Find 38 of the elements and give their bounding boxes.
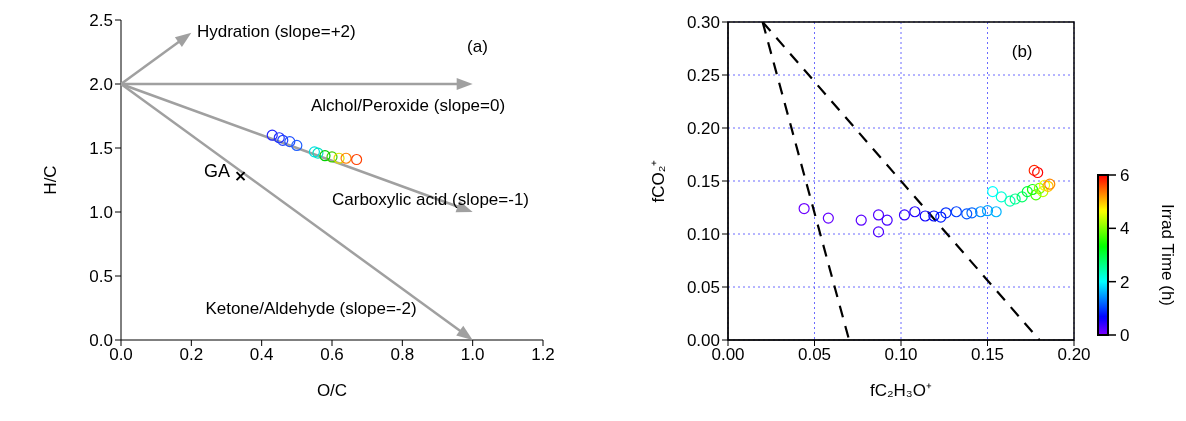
annotation: Carboxylic acid (slope=-1): [332, 190, 529, 210]
y-tick-label: 0.20: [686, 119, 720, 139]
x-axis-title: fC₂H₃O⁺: [869, 381, 933, 400]
annotation: Hydration (slope=+2): [196, 22, 356, 42]
x-tick-label: 0.2: [179, 345, 204, 365]
y-tick-label: 0.5: [89, 267, 113, 287]
y-tick-label: 1.5: [89, 139, 113, 159]
y-tick-label: 1.0: [89, 203, 113, 223]
x-tick-label: 0.4: [249, 345, 274, 365]
y-tick-label: 0.30: [686, 13, 720, 33]
x-tick-label: 0.6: [320, 345, 344, 365]
x-tick-label: 0.15: [970, 345, 1005, 365]
color-bar-label: 2: [1120, 272, 1130, 292]
y-tick-label: 0.05: [686, 278, 720, 298]
x-tick-label: 0.20: [1057, 345, 1091, 365]
annotation: (a): [467, 36, 488, 56]
annotation: Ketone/Aldehyde (slope=-2): [205, 299, 417, 318]
series-label: GA: [204, 160, 231, 181]
y-tick-label: 0.10: [686, 225, 720, 245]
annotation: (b): [1011, 41, 1033, 61]
color-bar-label: 0: [1120, 326, 1130, 345]
x-tick-label: 0.10: [884, 345, 918, 365]
x-tick-label: 1.2: [531, 345, 555, 365]
color-bar-title: Irrad Time (h): [1158, 203, 1177, 307]
x-axis-title: O/C: [316, 381, 348, 400]
y-tick-label: 2.5: [89, 11, 113, 31]
x-tick-label: 1.0: [460, 345, 485, 365]
x-tick-label: 0.05: [797, 345, 832, 365]
color-bar-label: 4: [1120, 219, 1130, 239]
y-tick-label: 2.0: [89, 75, 113, 95]
y-axis-title: fCO₂⁺: [649, 159, 669, 203]
y-axis-title: H/C: [41, 165, 61, 195]
color-bar-label: 6: [1120, 166, 1130, 185]
x-tick-label: 0.8: [390, 345, 415, 365]
annotation: Alchol/Peroxide (slope=0): [310, 95, 506, 115]
x-tick-label: 0.0: [109, 345, 133, 365]
y-tick-label: 0.25: [686, 66, 720, 86]
y-tick-label: 0.15: [686, 172, 720, 192]
